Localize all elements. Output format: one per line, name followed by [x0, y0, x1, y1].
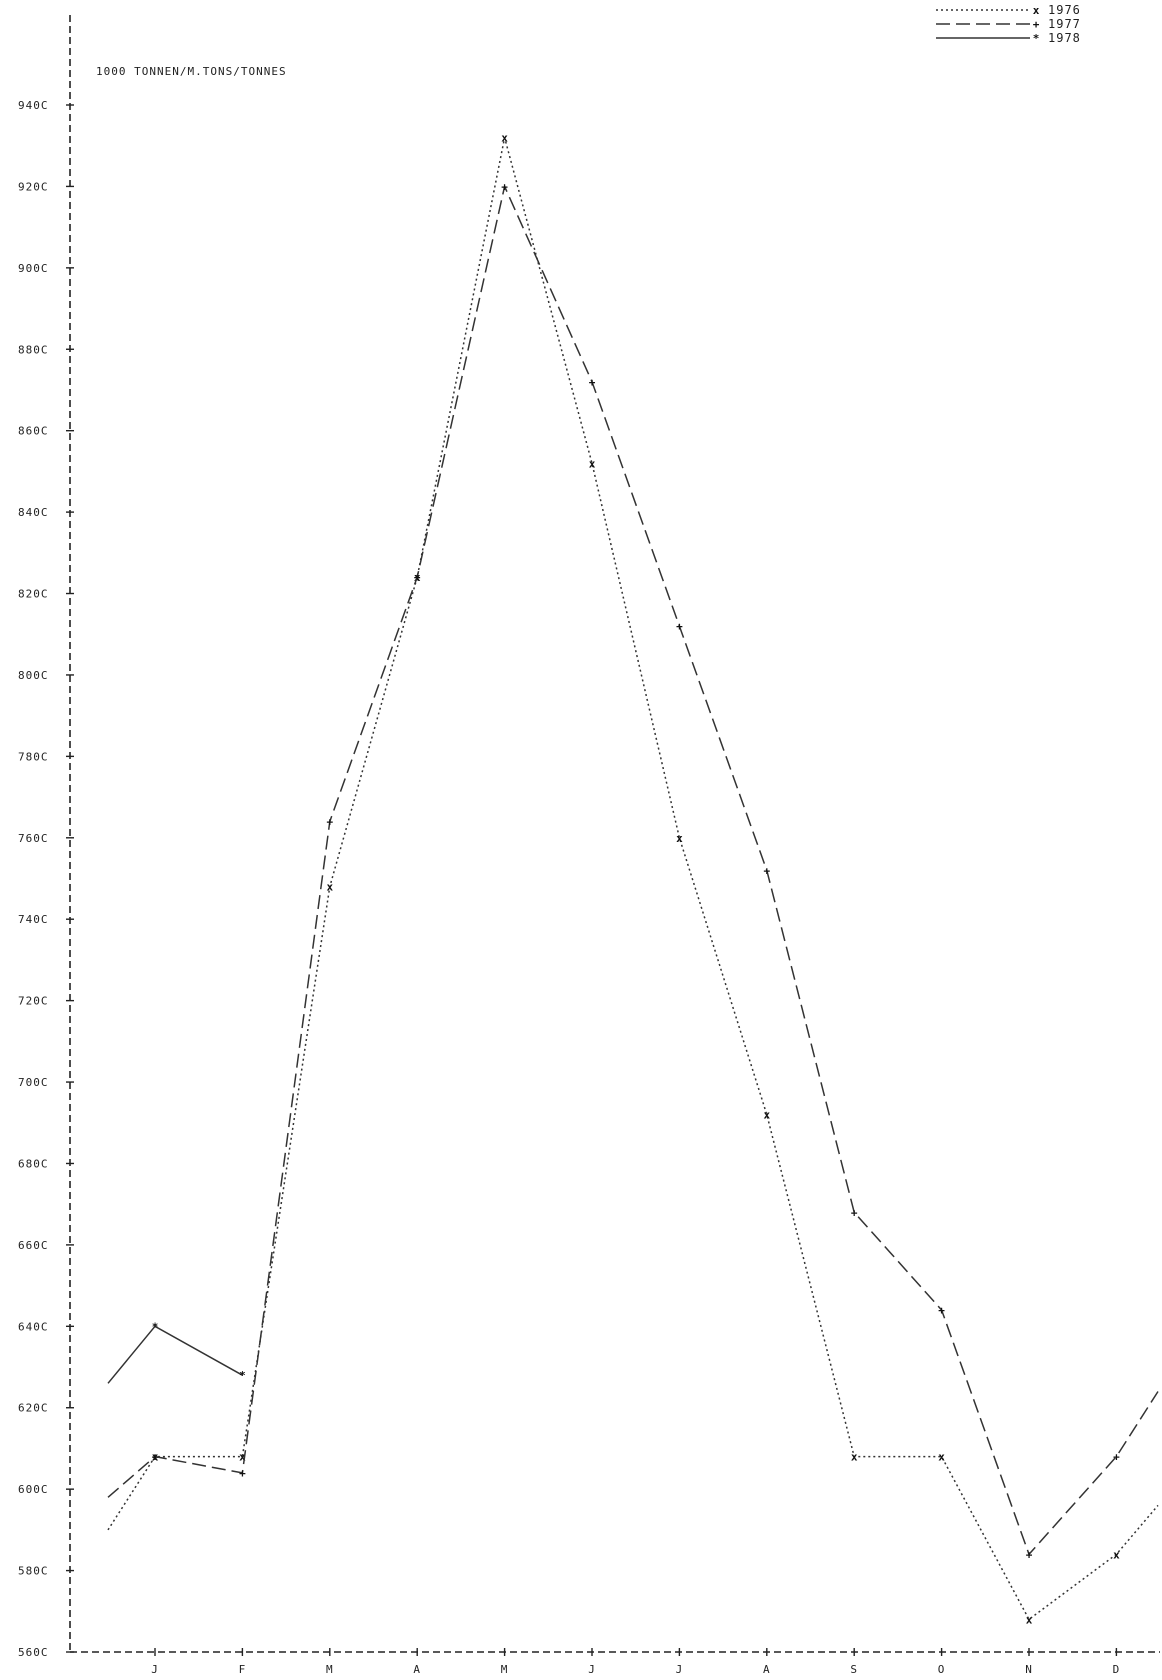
- x-tick-label: M: [326, 1663, 334, 1676]
- data-point-1976: x: [239, 1451, 246, 1464]
- data-point-1976: x: [851, 1451, 858, 1464]
- x-tick-label: M: [501, 1663, 509, 1676]
- y-tick-label: 560C: [18, 1646, 49, 1659]
- x-tick-label: J: [151, 1663, 159, 1676]
- data-point-1977: +: [851, 1206, 858, 1219]
- x-tick-label: J: [588, 1663, 596, 1676]
- y-tick-label: 820C: [18, 588, 49, 601]
- unit-label: 1000 TONNEN/M.TONS/TONNES: [96, 65, 287, 78]
- legend-marker-1978: *: [1033, 32, 1040, 45]
- x-tick-label: A: [413, 1663, 421, 1676]
- y-tick-label: 600C: [18, 1483, 49, 1496]
- data-point-1978: *: [152, 1320, 159, 1333]
- data-point-1977: +: [239, 1467, 246, 1480]
- y-tick-label: 880C: [18, 343, 49, 356]
- x-tick-label: N: [1025, 1663, 1033, 1676]
- legend-marker-1976: x: [1033, 4, 1040, 17]
- series-line-1977: [107, 184, 1159, 1556]
- y-tick-label: 640C: [18, 1320, 49, 1333]
- y-tick-label: 660C: [18, 1239, 49, 1252]
- data-point-1977: +: [763, 864, 770, 877]
- data-point-1976: x: [589, 457, 596, 470]
- data-point-1976: x: [1113, 1548, 1120, 1561]
- data-point-1977: +: [1113, 1451, 1120, 1464]
- y-tick-label: 720C: [18, 995, 49, 1008]
- x-tick-label: S: [850, 1663, 858, 1676]
- legend-label-1977: 1977: [1048, 17, 1081, 31]
- x-tick-label: F: [239, 1663, 247, 1676]
- x-tick-label: J: [676, 1663, 684, 1676]
- data-point-1976: x: [1026, 1613, 1033, 1626]
- data-point-1976: x: [676, 832, 683, 845]
- series-line-1978: [107, 1325, 243, 1384]
- data-point-1978: *: [239, 1369, 246, 1382]
- data-point-1977: +: [152, 1451, 159, 1464]
- data-point-1976: x: [763, 1109, 770, 1122]
- x-tick-label: O: [938, 1663, 946, 1676]
- series-line-1976: [107, 137, 1159, 1621]
- y-tick-label: 620C: [18, 1402, 49, 1415]
- data-point-1976: x: [938, 1451, 945, 1464]
- legend-label-1976: 1976: [1048, 3, 1081, 17]
- data-point-1977: +: [501, 180, 508, 193]
- data-point-1977: +: [326, 816, 333, 829]
- y-tick-label: 680C: [18, 1157, 49, 1170]
- y-tick-label: 580C: [18, 1565, 49, 1578]
- y-tick-label: 760C: [18, 832, 49, 845]
- y-tick-label: 920C: [18, 180, 49, 193]
- legend: x 1976 + 1977 * 1978: [936, 3, 1081, 45]
- y-tick-label: 940C: [18, 99, 49, 112]
- data-point-1977: +: [589, 376, 596, 389]
- legend-marker-1977: +: [1033, 18, 1040, 31]
- data-point-1976: x: [326, 881, 333, 894]
- y-tick-label: 740C: [18, 913, 49, 926]
- y-tick-label: 800C: [18, 669, 49, 682]
- data-point-1977: +: [938, 1304, 945, 1317]
- y-tick-label: 840C: [18, 506, 49, 519]
- data-point-1977: +: [414, 571, 421, 584]
- data-point-1976: x: [501, 132, 508, 145]
- x-tick-label: D: [1113, 1663, 1121, 1676]
- data-point-1977: +: [676, 620, 683, 633]
- y-tick-label: 780C: [18, 750, 49, 763]
- legend-label-1978: 1978: [1048, 31, 1081, 45]
- data-point-1977: +: [1026, 1548, 1033, 1561]
- y-tick-label: 700C: [18, 1076, 49, 1089]
- y-axis: 560C 580C 600C 620C 640C 660C 680C 700C 720C 740C…: [18, 15, 74, 1659]
- y-tick-label: 860C: [18, 425, 49, 438]
- x-tick-label: A: [763, 1663, 771, 1676]
- y-tick-label: 900C: [18, 262, 49, 275]
